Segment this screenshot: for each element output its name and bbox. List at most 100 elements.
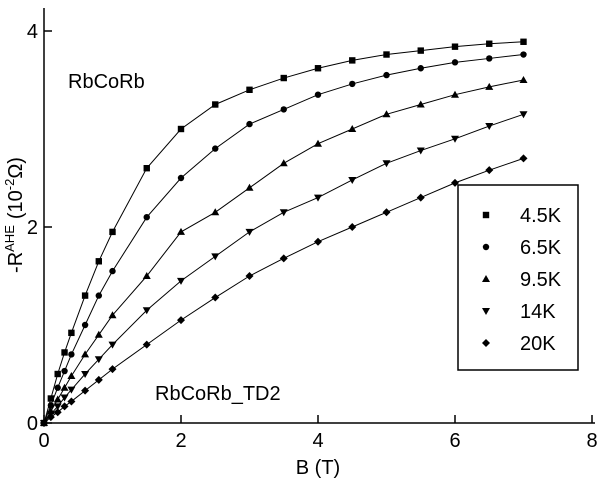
marker: [382, 208, 391, 217]
marker: [280, 74, 287, 82]
marker: [81, 292, 89, 299]
marker: [280, 106, 287, 113]
marker: [40, 419, 48, 427]
marker: [383, 71, 390, 79]
marker: [177, 227, 185, 235]
marker: [108, 311, 117, 319]
x-tick-label: 6: [449, 430, 460, 452]
marker: [314, 139, 322, 147]
legend-label: 14K: [520, 301, 556, 323]
marker: [314, 194, 322, 202]
marker: [142, 340, 151, 349]
marker: [177, 125, 185, 133]
marker: [211, 208, 220, 216]
legend-marker: [482, 243, 490, 251]
marker: [451, 135, 459, 143]
marker: [109, 267, 116, 275]
y-axis-title: -RAHE (10-2Ω): [2, 157, 27, 273]
legend-label: 20K: [520, 333, 556, 355]
marker: [177, 277, 185, 285]
marker: [383, 51, 390, 58]
marker: [382, 110, 391, 118]
marker: [279, 254, 288, 263]
marker: [60, 394, 69, 402]
marker: [416, 100, 425, 108]
marker: [81, 350, 90, 358]
marker: [519, 76, 528, 83]
marker: [68, 351, 75, 358]
marker: [81, 386, 90, 395]
marker: [61, 349, 68, 356]
marker: [212, 145, 219, 152]
marker: [485, 82, 494, 90]
marker: [245, 272, 254, 280]
marker: [245, 183, 254, 191]
marker: [348, 223, 357, 231]
marker: [451, 43, 459, 50]
marker: [520, 51, 527, 58]
marker: [416, 147, 425, 155]
x-axis-title: B (T): [296, 457, 340, 479]
y-tick-label: 4: [27, 21, 38, 43]
marker: [67, 386, 76, 394]
marker: [142, 272, 151, 279]
y-tick-label: 2: [27, 217, 38, 239]
x-tick-label: 8: [586, 430, 597, 452]
marker: [416, 193, 425, 202]
marker: [81, 371, 90, 378]
marker: [177, 174, 185, 182]
marker: [246, 120, 253, 128]
marker: [348, 125, 357, 132]
x-tick-label: 0: [38, 430, 49, 452]
marker: [68, 329, 75, 337]
y-tick-label: 0: [27, 413, 38, 435]
marker: [142, 307, 151, 315]
marker: [211, 293, 220, 302]
marker: [143, 214, 150, 221]
marker: [53, 395, 62, 403]
marker: [60, 402, 69, 411]
marker: [61, 367, 68, 375]
legend-marker: [482, 339, 490, 347]
y-title-sup: -2: [2, 179, 17, 191]
series-line: [43, 157, 524, 424]
y-title-sup: AHE: [2, 225, 17, 252]
marker: [485, 123, 494, 131]
marker: [94, 330, 103, 338]
y-title-part: Ω): [5, 157, 27, 179]
legend-label: 9.5K: [520, 269, 562, 291]
legend-label: 6.5K: [520, 237, 562, 259]
marker: [451, 90, 459, 98]
marker: [314, 237, 322, 246]
marker: [246, 86, 253, 93]
y-title-part: (10: [5, 190, 27, 219]
marker: [279, 209, 288, 217]
marker: [451, 59, 459, 66]
marker: [382, 160, 391, 168]
marker: [519, 111, 528, 119]
marker: [177, 316, 185, 325]
marker: [279, 159, 288, 167]
marker: [109, 228, 116, 236]
marker: [47, 402, 55, 409]
legend-marker: [482, 275, 490, 282]
marker: [417, 65, 424, 72]
marker: [314, 91, 322, 98]
marker: [211, 253, 220, 261]
marker: [417, 47, 424, 54]
y-title-part: -R: [5, 252, 27, 273]
marker: [486, 55, 493, 62]
marker: [520, 38, 527, 45]
marker: [348, 176, 357, 184]
marker: [95, 258, 102, 265]
marker: [46, 413, 55, 422]
marker: [349, 80, 356, 88]
series-line: [43, 41, 524, 424]
marker: [486, 40, 493, 47]
marker: [54, 370, 61, 378]
annotation: RbCoRb: [68, 71, 145, 93]
marker: [67, 397, 76, 406]
marker: [349, 57, 356, 64]
marker: [245, 228, 254, 236]
